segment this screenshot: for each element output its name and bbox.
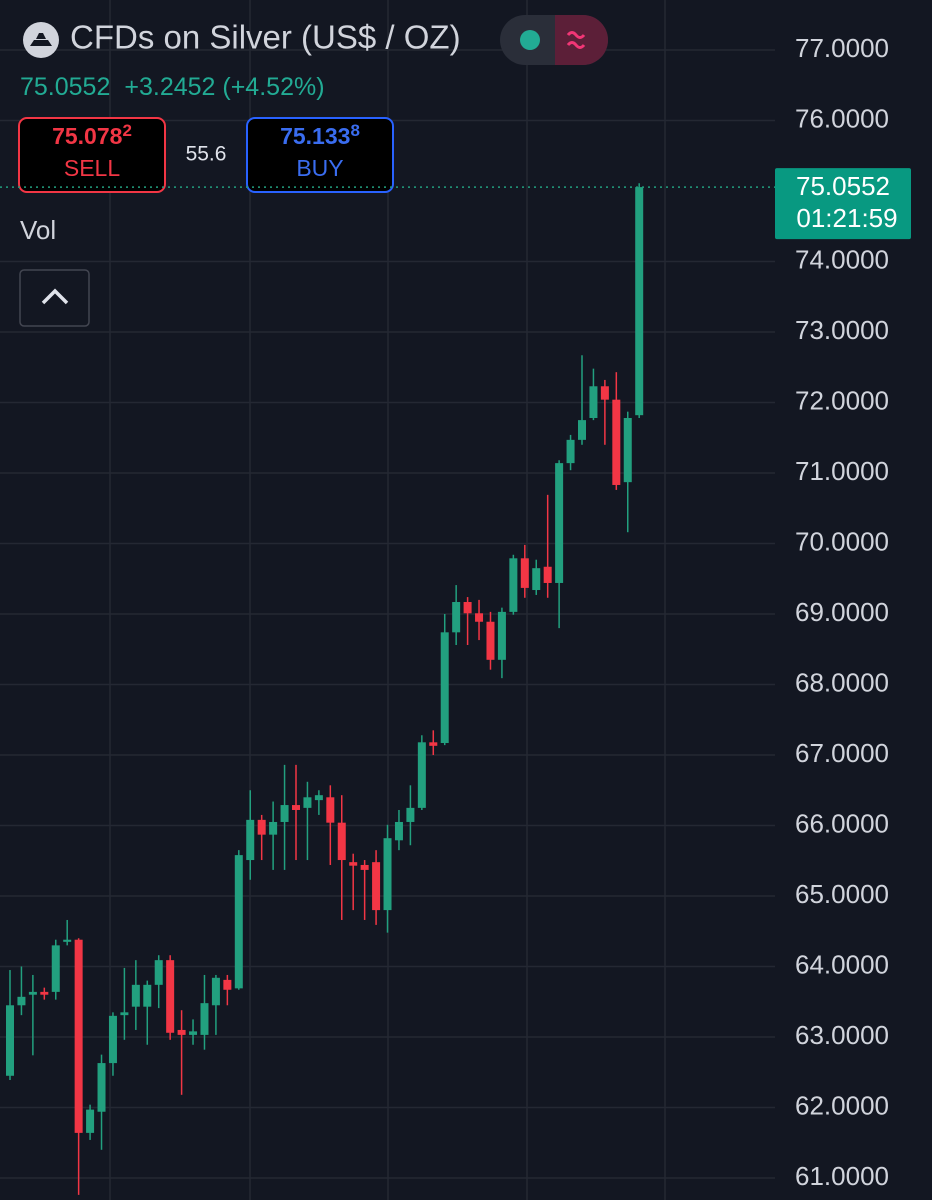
- candle-body: [623, 418, 632, 483]
- y-tick-label: 65.0000: [795, 879, 889, 909]
- y-tick-label: 68.0000: [795, 667, 889, 697]
- candle-body: [429, 742, 438, 746]
- candle-body: [51, 945, 60, 992]
- candle-body: [612, 399, 621, 485]
- candle-body: [440, 632, 449, 744]
- candle-body: [63, 939, 72, 942]
- y-tick-label: 76.0000: [795, 103, 889, 133]
- candle-body: [326, 797, 335, 823]
- candle-body: [566, 439, 575, 464]
- candle-body: [589, 386, 598, 419]
- candle-body: [131, 984, 140, 1007]
- y-tick-label: 66.0000: [795, 808, 889, 838]
- candle-body: [452, 602, 461, 633]
- buy-label: BUY: [296, 155, 343, 181]
- symbol-title: CFDs on Silver (US$ / OZ): [70, 19, 461, 56]
- y-tick-label: 70.0000: [795, 526, 889, 556]
- y-tick-label: 77.0000: [795, 33, 889, 63]
- buy-price: 75.1338: [280, 121, 360, 149]
- candle-body: [314, 795, 323, 801]
- candle-body: [246, 819, 255, 861]
- candle-body: [280, 805, 289, 822]
- y-tick-label: 73.0000: [795, 315, 889, 345]
- candle-body: [269, 821, 278, 835]
- candle-body: [200, 1003, 209, 1035]
- candle-body: [543, 566, 552, 583]
- candle-body: [154, 960, 163, 985]
- buy-price-main: 75.133: [280, 123, 350, 149]
- candle-body: [97, 1063, 106, 1112]
- candle-body: [497, 611, 506, 660]
- y-tick-label: 61.0000: [795, 1161, 889, 1191]
- candle-body: [475, 613, 484, 622]
- symbol-logo: [23, 22, 59, 58]
- candle-body: [211, 977, 220, 1006]
- candle-body: [17, 996, 26, 1006]
- candle-body: [303, 797, 312, 808]
- candle-body: [635, 187, 644, 416]
- candle-body: [166, 960, 175, 1033]
- candle-body: [337, 822, 346, 861]
- candle-body: [74, 939, 83, 1133]
- sell-price: 75.0782: [52, 121, 132, 149]
- candle-body: [86, 1109, 95, 1133]
- spread: 55.6: [186, 143, 227, 166]
- candle-body: [177, 1029, 186, 1035]
- y-tick-label: 71.0000: [795, 456, 889, 486]
- candle-body: [143, 984, 152, 1007]
- candle-body: [234, 855, 243, 989]
- candle-body: [600, 386, 609, 400]
- sell-button[interactable]: 75.0782 SELL: [18, 117, 166, 193]
- last-price-label: 75.0552: [796, 171, 890, 201]
- status-toggle[interactable]: [500, 15, 608, 65]
- current-price: 75.0552: [20, 73, 110, 101]
- candle-body: [360, 864, 369, 870]
- y-tick-label: 67.0000: [795, 738, 889, 768]
- overlay: CFDs on Silver (US$ / OZ) 75.0552 +3.2452…: [0, 15, 911, 1191]
- candle-body: [28, 991, 37, 995]
- y-tick-label: 69.0000: [795, 597, 889, 627]
- candle-body: [6, 1005, 14, 1076]
- sell-price-main: 75.078: [52, 123, 123, 149]
- candles: [6, 183, 644, 1195]
- candle-body: [257, 819, 266, 835]
- y-tick-label: 74.0000: [795, 244, 889, 274]
- candle-body: [108, 1015, 117, 1064]
- collapse-button[interactable]: [19, 269, 90, 327]
- sell-price-pip: 2: [122, 121, 131, 140]
- candle-body: [383, 838, 392, 911]
- candle-body: [120, 1012, 129, 1016]
- y-tick-label: 63.0000: [795, 1020, 889, 1050]
- vertical-grid: [109, 0, 666, 1200]
- candle-body: [520, 558, 529, 588]
- candle-body: [292, 805, 300, 810]
- candle-body: [189, 1031, 198, 1035]
- volume-label: Vol: [20, 215, 56, 245]
- candle-body: [394, 821, 403, 841]
- buy-button[interactable]: 75.1338 BUY: [246, 117, 394, 193]
- y-tick-label: 62.0000: [795, 1090, 889, 1120]
- y-tick-label: 64.0000: [795, 949, 889, 979]
- countdown-label: 01:21:59: [796, 203, 897, 233]
- price-change: +3.2452 (+4.52%): [124, 73, 324, 101]
- candle-body: [555, 463, 564, 583]
- candle-body: [372, 862, 381, 911]
- last-price-box: [775, 168, 911, 240]
- candle-body: [223, 979, 232, 990]
- buy-price-pip: 8: [350, 121, 359, 140]
- candle-body: [40, 991, 49, 995]
- candle-body: [509, 558, 518, 612]
- candle-body: [532, 568, 541, 591]
- candle-body: [406, 807, 415, 822]
- candle-body: [417, 742, 426, 808]
- candle-body: [463, 602, 472, 614]
- price-row: 75.0552 +3.2452 (+4.52%): [20, 73, 325, 101]
- sell-label: SELL: [64, 155, 120, 181]
- candle-body: [578, 420, 586, 440]
- candle-body: [486, 621, 495, 660]
- candle-body: [349, 862, 358, 866]
- y-tick-label: 72.0000: [795, 385, 889, 415]
